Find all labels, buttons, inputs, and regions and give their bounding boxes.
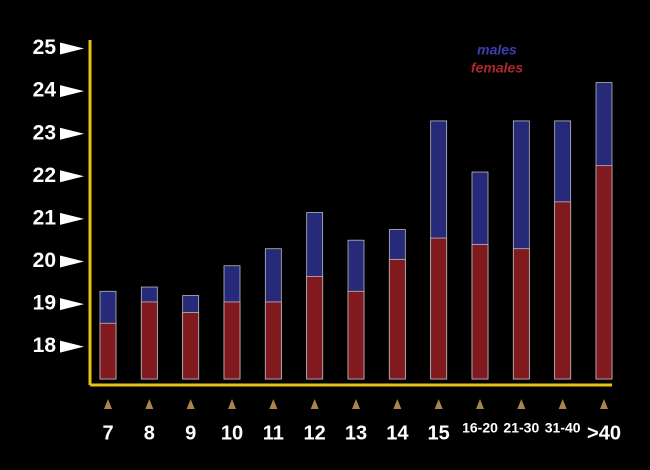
y-tick-arrow: [60, 42, 84, 55]
x-tick-marker: [600, 399, 608, 409]
y-tick-arrow: [60, 255, 84, 268]
y-tick-label: 23: [33, 121, 56, 144]
y-tick-label: 22: [33, 164, 56, 187]
x-tick-label: 15: [428, 422, 450, 444]
x-tick-label: 12: [304, 422, 326, 444]
y-tick-label: 25: [33, 36, 57, 59]
legend-label: females: [471, 60, 523, 76]
bar: [430, 237, 448, 380]
x-tick-label: 14: [386, 422, 409, 444]
y-tick-arrow: [60, 85, 84, 98]
x-tick-marker: [352, 399, 360, 409]
y-tick-label: 20: [33, 249, 56, 272]
x-tick-marker: [393, 399, 402, 409]
bar: [99, 322, 117, 380]
x-tick-marker: [476, 399, 484, 409]
x-tick-label: 21-30: [503, 420, 539, 436]
x-tick-marker: [228, 399, 236, 409]
y-tick-arrow: [60, 340, 84, 353]
x-tick-marker: [186, 399, 195, 409]
y-tick-arrow: [60, 212, 84, 225]
x-tick-marker: [145, 399, 154, 409]
y-tick-arrow: [60, 127, 84, 140]
bar: [388, 258, 406, 380]
bar: [264, 301, 282, 380]
bar: [306, 275, 324, 380]
bar: [595, 165, 613, 380]
y-tick-label: 21: [33, 206, 57, 229]
bar: [512, 248, 530, 380]
bar: [471, 244, 489, 380]
x-tick-label: 11: [263, 422, 284, 444]
x-tick-label: 13: [345, 422, 367, 444]
x-tick-marker: [104, 399, 112, 409]
x-tick-label: 31-40: [545, 420, 581, 436]
y-tick-arrow: [60, 298, 84, 311]
x-tick-marker: [558, 399, 567, 409]
bar: [140, 301, 158, 380]
x-tick-marker: [269, 399, 278, 409]
y-tick-label: 18: [33, 334, 57, 357]
bar: [347, 290, 365, 380]
bar: [223, 301, 241, 380]
legend-label: males: [477, 42, 517, 58]
x-tick-label: 16-20: [462, 420, 498, 436]
x-tick-label: 10: [221, 422, 243, 444]
x-tick-label: 8: [144, 422, 155, 444]
y-tick-label: 19: [33, 292, 56, 315]
bar: [554, 201, 572, 380]
x-tick-label: 7: [102, 422, 113, 444]
x-tick-label: 9: [185, 422, 196, 444]
x-tick-marker: [310, 399, 319, 409]
y-tick-arrow: [60, 170, 84, 183]
x-tick-marker: [517, 399, 526, 409]
x-tick-label: >40: [587, 422, 621, 444]
x-tick-marker: [434, 399, 443, 409]
y-tick-label: 24: [33, 79, 57, 102]
bar: [182, 312, 200, 380]
